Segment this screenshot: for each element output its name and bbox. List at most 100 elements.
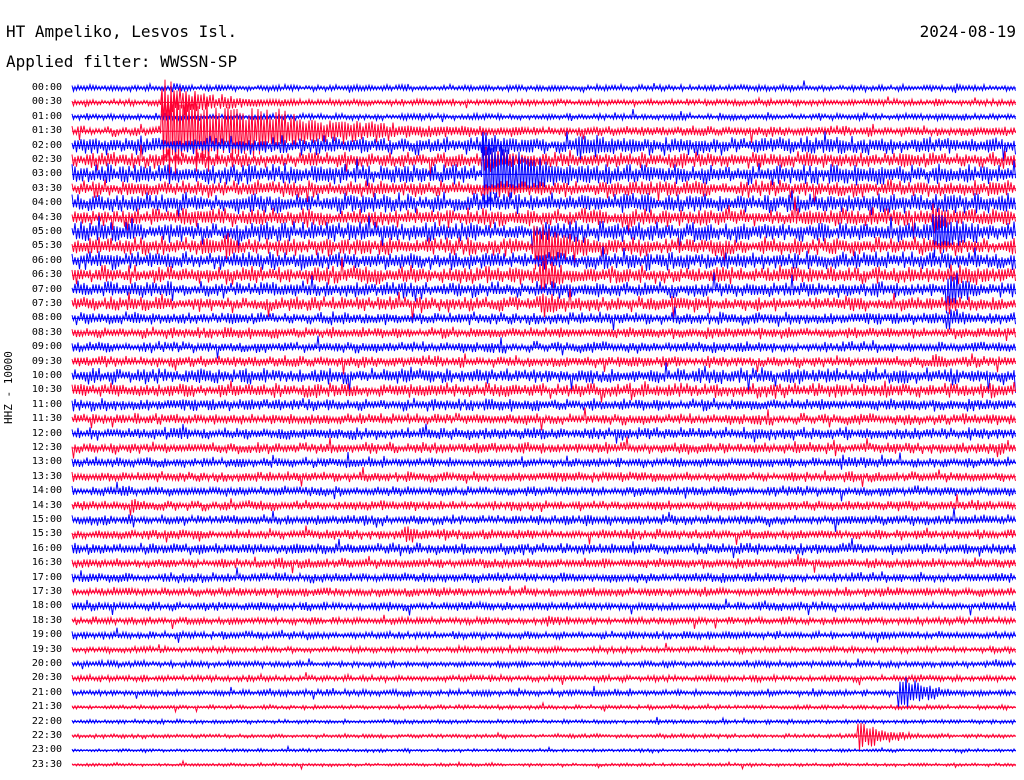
time-label: 04:00 [31,197,62,209]
station-title: HT Ampeliko, Lesvos Isl. [6,22,238,41]
time-label: 16:30 [31,557,62,569]
trace-line [71,677,1016,709]
trace-line [71,744,1016,755]
trace-line [71,362,1016,394]
time-label: 05:00 [31,226,62,237]
trace-line [71,224,1016,270]
time-label: 19:30 [31,643,62,655]
trace-line [71,397,1016,412]
time-label: 12:00 [31,427,62,439]
time-label: 00:00 [31,82,62,93]
trace-line [71,80,1016,94]
time-label: 15:30 [31,528,62,540]
trace-line [71,553,1016,574]
time-label: 16:00 [31,542,62,554]
trace-line [71,87,1016,119]
time-label: 08:00 [31,312,62,324]
trace-line [71,436,1016,459]
trace-line [71,214,1016,258]
seismic-traces [71,79,1016,771]
trace-line [71,196,1016,240]
trace-line [71,585,1016,598]
time-label: 22:30 [31,730,62,741]
time-label: 11:00 [31,398,62,410]
time-label: 02:00 [31,139,62,151]
trace-line [71,658,1016,670]
trace-line [71,326,1016,341]
time-label: 19:00 [31,629,62,641]
trace-line [71,246,1016,271]
trace-line [71,109,1016,123]
trace-line [71,144,1016,177]
time-label: 08:30 [31,326,62,338]
time-label: 13:00 [31,456,62,468]
time-label: 01:30 [31,125,62,137]
trace-line [71,306,1016,331]
time-label: 18:30 [31,614,62,626]
time-label: 15:00 [31,514,62,525]
trace-line [71,131,1016,162]
time-label: 17:30 [31,586,62,597]
trace-line [71,190,1016,218]
time-label: 11:30 [31,413,62,425]
trace-line [71,288,1016,321]
trace-line [71,452,1016,470]
time-label: 05:30 [31,240,62,252]
filter-label: Applied filter: WWSSN-SP [6,52,238,71]
time-label: 09:30 [31,355,62,367]
trace-line [71,132,1016,211]
trace-line [71,627,1016,643]
trace-line [71,642,1016,656]
trace-line [71,538,1016,559]
time-label: 04:30 [31,211,62,223]
trace-line [71,79,1016,180]
trace-line [71,567,1016,584]
trace-line [71,467,1016,487]
time-label: 14:30 [31,499,62,511]
trace-line [71,672,1016,686]
time-label: 22:00 [31,715,62,727]
trace-line [71,525,1016,545]
time-label: 03:00 [31,168,62,180]
time-label: 17:00 [31,571,62,583]
time-label: 06:00 [31,254,62,266]
time-label: 09:00 [31,341,62,353]
trace-line [71,423,1016,444]
trace-line [71,407,1016,431]
date-label: 2024-08-19 [919,22,1016,41]
trace-line [71,481,1016,502]
time-label: 01:00 [31,110,62,122]
time-label: 13:30 [31,470,62,482]
time-label: 10:30 [31,384,62,396]
trace-line [71,716,1016,726]
trace-line [71,353,1016,375]
time-label: 10:00 [31,370,62,381]
time-label: 20:00 [31,658,62,669]
time-label: 14:00 [31,485,62,497]
time-label: 06:30 [31,269,62,281]
trace-line [71,598,1016,616]
time-label: 07:30 [31,298,62,309]
trace-line [71,257,1016,293]
time-label: 21:30 [31,701,62,713]
trace-line [71,759,1016,771]
trace-line [71,272,1016,314]
time-label: 20:30 [31,672,62,684]
trace-line [71,700,1016,714]
time-label: 23:00 [31,744,62,756]
time-label: 18:00 [31,600,62,612]
time-label: 00:30 [31,96,62,108]
trace-line [71,614,1016,629]
trace-line [71,507,1016,532]
trace-line [71,493,1016,516]
trace-line [71,380,1016,403]
trace-line [71,335,1016,359]
time-label: 21:00 [31,686,62,698]
time-label: 03:30 [31,182,62,194]
trace-line [71,179,1016,206]
time-label: 23:30 [31,758,62,770]
time-label: 12:30 [31,442,62,453]
time-label: 02:30 [31,154,62,165]
trace-line [71,722,1016,751]
